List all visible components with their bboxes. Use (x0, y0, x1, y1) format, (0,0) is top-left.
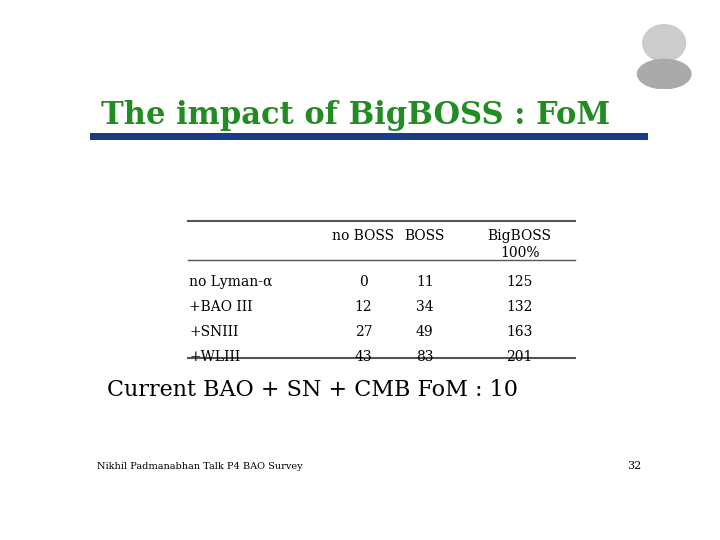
Text: 100%: 100% (500, 246, 539, 260)
Text: 125: 125 (506, 275, 533, 289)
Text: The impact of BigBOSS : FoM: The impact of BigBOSS : FoM (101, 100, 611, 131)
Text: 34: 34 (416, 300, 433, 314)
Text: 12: 12 (355, 300, 372, 314)
Text: 32: 32 (627, 462, 642, 471)
Text: +BAO III: +BAO III (189, 300, 253, 314)
Bar (90, 133, 648, 140)
Text: 83: 83 (416, 349, 433, 363)
Text: 49: 49 (416, 325, 433, 339)
Text: +WLIII: +WLIII (189, 349, 240, 363)
Text: 11: 11 (416, 275, 433, 289)
Circle shape (643, 25, 685, 62)
Text: 43: 43 (355, 349, 372, 363)
Ellipse shape (637, 59, 691, 89)
Text: BigBOSS: BigBOSS (646, 14, 683, 23)
Text: Nikhil Padmanabhan Talk P4 BAO Survey: Nikhil Padmanabhan Talk P4 BAO Survey (96, 462, 302, 471)
Text: Current BAO + SN + CMB FoM : 10: Current BAO + SN + CMB FoM : 10 (107, 379, 518, 401)
Text: 132: 132 (506, 300, 533, 314)
Text: no Lyman-α: no Lyman-α (189, 275, 273, 289)
Text: no BOSS: no BOSS (333, 229, 395, 243)
Text: 0: 0 (359, 275, 368, 289)
Text: BOSS: BOSS (405, 229, 445, 243)
Text: +SNIII: +SNIII (189, 325, 239, 339)
Text: 27: 27 (355, 325, 372, 339)
Text: 163: 163 (506, 325, 533, 339)
Text: 201: 201 (506, 349, 533, 363)
Text: BigBOSS: BigBOSS (487, 229, 552, 243)
